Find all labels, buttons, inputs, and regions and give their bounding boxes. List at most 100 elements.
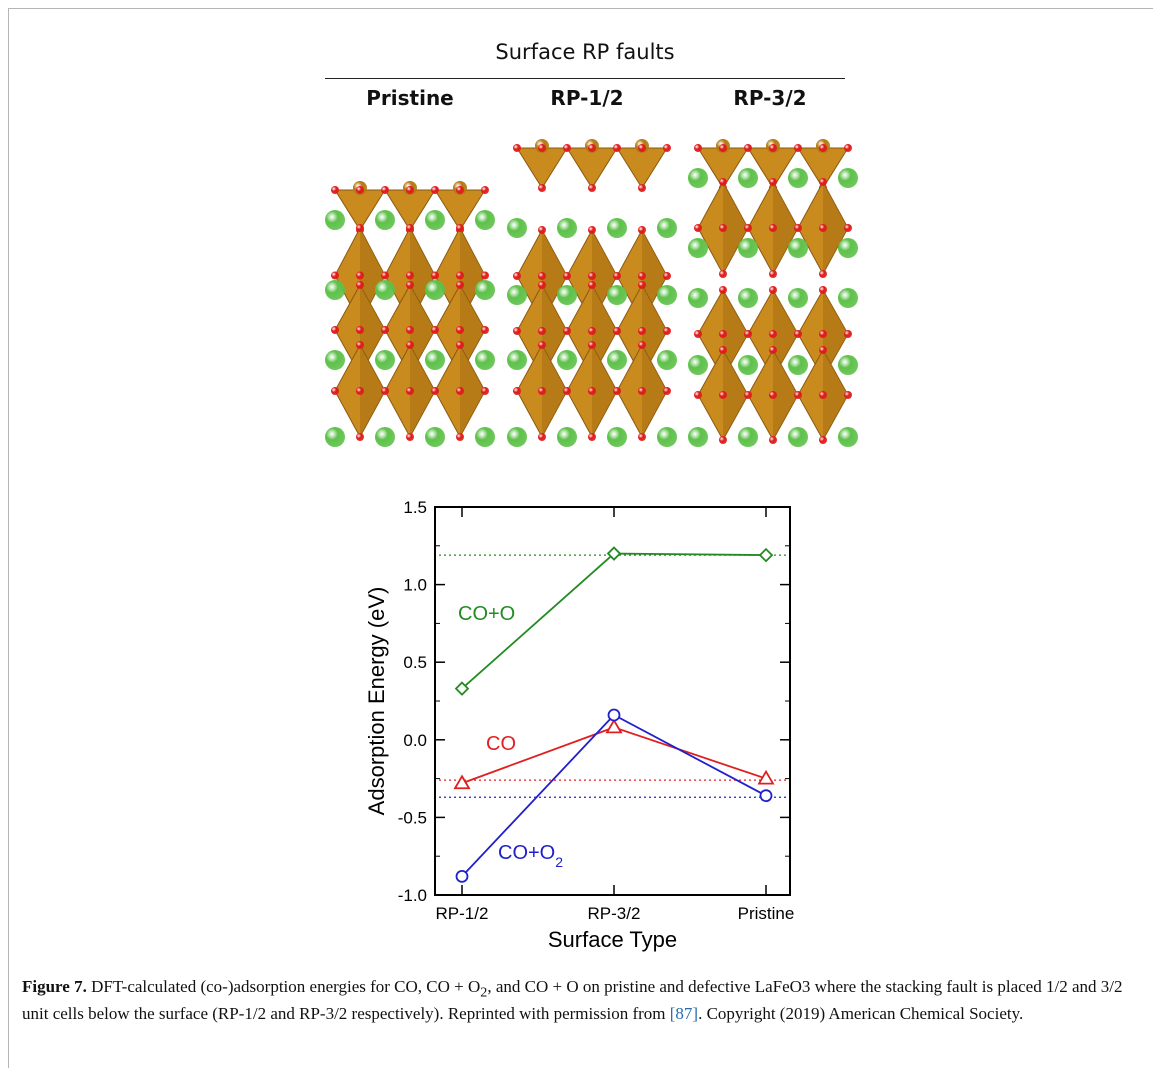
- lanthanum-atom: [507, 427, 527, 447]
- lanthanum-atom: [375, 280, 395, 300]
- oxygen-atom: [456, 224, 464, 232]
- oxygen-atom: [744, 330, 752, 338]
- diamond-marker: [454, 681, 470, 696]
- lanthanum-atom: [788, 288, 808, 308]
- lanthanum-atom: [657, 218, 677, 238]
- adsorption-energy-chart: 1.5 1.0 0.5 0.0 -0.5 -1.0 RP-1/2 RP-3/2 Pristine…: [364, 498, 794, 952]
- surface-tetrahedron: [516, 147, 568, 189]
- oxygen-atom: [638, 341, 646, 349]
- triangle-marker: [605, 718, 623, 734]
- oxygen-atom: [431, 326, 439, 334]
- lanthanum-atom: [838, 168, 858, 188]
- oxygen-atom: [431, 387, 439, 395]
- lanthanum-atom: [475, 280, 495, 300]
- oxygen-atom: [456, 433, 464, 441]
- oxygen-atom: [719, 270, 727, 278]
- oxygen-atom: [406, 387, 414, 395]
- oxygen-atom: [719, 224, 727, 232]
- oxygen-atom: [638, 433, 646, 441]
- lanthanum-atom: [325, 427, 345, 447]
- oxygen-atom: [331, 271, 339, 280]
- oxygen-atom: [381, 186, 389, 194]
- oxygen-atom: [769, 224, 777, 232]
- oxygen-atom: [538, 281, 546, 289]
- oxygen-atom: [406, 186, 414, 194]
- oxygen-atom: [431, 271, 439, 280]
- oxygen-atom: [481, 387, 489, 395]
- caption-subscript: 2: [480, 984, 488, 1001]
- oxygen-atom: [719, 144, 727, 152]
- octahedron-shade: [823, 182, 848, 274]
- circle-marker: [455, 869, 469, 883]
- oxygen-atom: [638, 144, 646, 152]
- oxygen-atom: [588, 281, 596, 289]
- oxygen-atom: [794, 391, 802, 399]
- octahedron-shade: [592, 285, 617, 377]
- octahedron-shade: [723, 182, 748, 274]
- oxygen-atom: [563, 144, 571, 152]
- caption-text-part-1: DFT-calculated (co-)adsorption energies …: [86, 977, 481, 996]
- circle-marker: [759, 789, 773, 803]
- oxygen-atom: [638, 184, 646, 192]
- lanthanum-atom: [838, 427, 858, 447]
- octahedron-shade: [592, 345, 617, 437]
- oxygen-atom: [356, 281, 364, 289]
- lanthanum-atom: [788, 427, 808, 447]
- lanthanum-atom: [788, 238, 808, 258]
- oxygen-atom: [481, 271, 489, 280]
- lanthanum-atom: [688, 288, 708, 308]
- lanthanum-atom: [375, 350, 395, 370]
- series-label: CO+O: [458, 603, 515, 625]
- oxygen-atom: [406, 341, 414, 349]
- lanthanum-atom: [425, 427, 445, 447]
- x-tick-label: RP-1/2: [436, 904, 489, 923]
- lanthanum-atom: [688, 427, 708, 447]
- octahedron-shade: [773, 290, 798, 378]
- panel-title: Surface RP faults: [495, 40, 675, 64]
- panel-title-rule: [325, 78, 845, 79]
- octahedron-shade: [360, 285, 385, 375]
- octahedron-shade: [542, 345, 567, 437]
- oxygen-atom: [744, 224, 752, 232]
- oxygen-atom: [481, 326, 489, 334]
- oxygen-atom: [588, 184, 596, 192]
- oxygen-atom: [663, 144, 671, 152]
- octahedron-shade: [460, 285, 485, 375]
- lanthanum-atom: [557, 427, 577, 447]
- oxygen-atom: [663, 387, 671, 395]
- lanthanum-atom: [425, 210, 445, 230]
- oxygen-atom: [719, 286, 727, 294]
- lanthanum-atom: [325, 280, 345, 300]
- lanthanum-atom: [738, 355, 758, 375]
- oxygen-atom: [769, 391, 777, 399]
- oxygen-atom: [769, 346, 777, 354]
- oxygen-atom: [844, 391, 852, 399]
- lanthanum-atom: [738, 168, 758, 188]
- oxygen-atom: [331, 387, 339, 395]
- y-tick-label: -1.0: [398, 886, 427, 905]
- page-frame-left: [8, 8, 9, 1068]
- plot-frame: [434, 506, 791, 896]
- rp-half-structure: [507, 139, 677, 447]
- crystal-structures-illustration: [325, 139, 858, 447]
- oxygen-atom: [613, 144, 621, 152]
- oxygen-atom: [844, 144, 852, 152]
- lanthanum-atom: [788, 355, 808, 375]
- oxygen-atom: [456, 341, 464, 349]
- citation-link[interactable]: [87]: [669, 1004, 699, 1024]
- oxygen-atom: [769, 144, 777, 152]
- oxygen-atom: [563, 327, 571, 335]
- column-heading-rp-three-half: RP-3/2: [733, 86, 807, 110]
- oxygen-atom: [819, 286, 827, 294]
- oxygen-atom: [588, 341, 596, 349]
- oxygen-atom: [719, 178, 727, 186]
- oxygen-atom: [819, 178, 827, 186]
- oxygen-atom: [844, 224, 852, 232]
- octahedron-shade: [410, 345, 435, 437]
- oxygen-atom: [406, 433, 414, 441]
- oxygen-atom: [356, 186, 364, 194]
- y-axis-label: Adsorption Energy (eV): [364, 587, 389, 816]
- oxygen-atom: [819, 330, 827, 338]
- lanthanum-atom: [788, 168, 808, 188]
- oxygen-atom: [406, 281, 414, 289]
